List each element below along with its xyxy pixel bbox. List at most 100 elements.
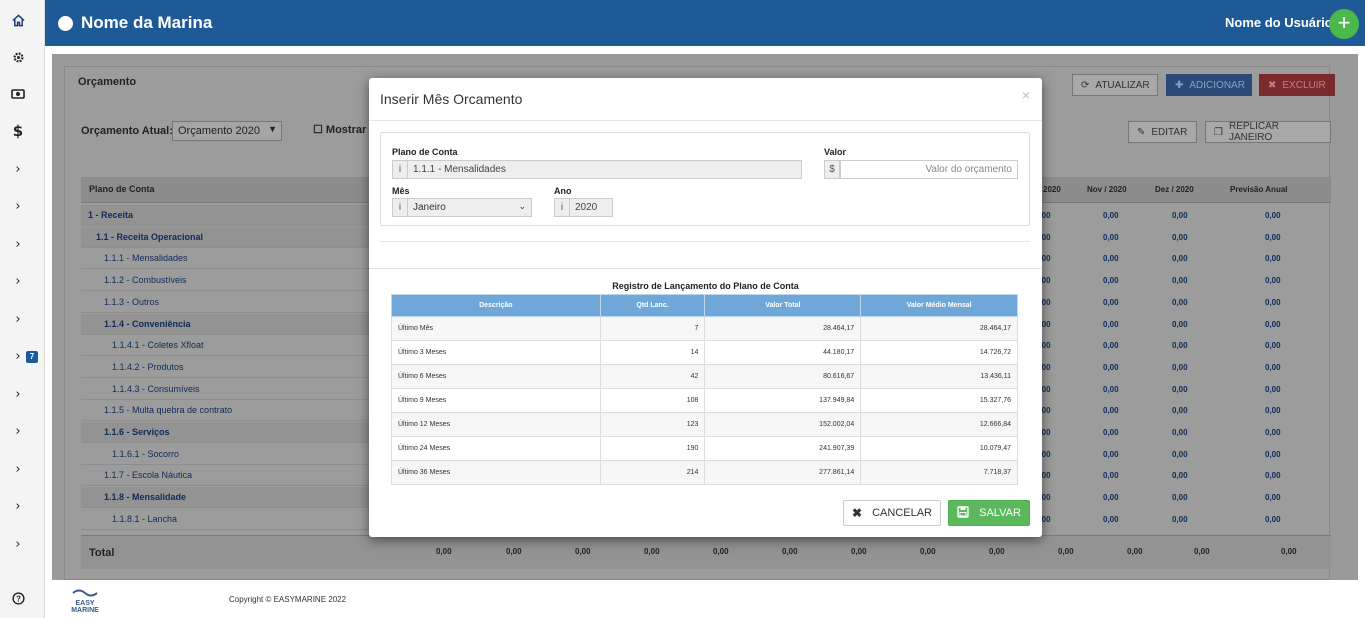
total-label: Total: [89, 547, 115, 559]
chevron-right-icon[interactable]: ›: [15, 311, 21, 327]
cancel-button[interactable]: ✖ CANCELAR: [843, 500, 941, 526]
col-valor-medio: Valor Médio Mensal: [860, 294, 1018, 317]
chevron-right-icon[interactable]: ›: [15, 161, 21, 177]
chevron-right-icon[interactable]: ›: [15, 236, 21, 252]
eye-icon[interactable]: [0, 76, 36, 112]
descricao-cell: Último Mês: [391, 316, 601, 341]
atualizar-button[interactable]: ⟳ ATUALIZAR: [1072, 74, 1158, 96]
table-row[interactable]: 1.1.1 - Mensalidades: [81, 248, 371, 270]
adicionar-button[interactable]: ✚ ADICIONAR: [1166, 74, 1252, 96]
gear-icon[interactable]: [0, 39, 36, 75]
valor-medio-cell: 13.436,11: [860, 364, 1018, 389]
divider: [380, 241, 1030, 242]
orcamento-select[interactable]: Orçamento 2020 ▼: [172, 121, 282, 141]
modal-title: Inserir Mês Orcamento: [380, 91, 523, 107]
chevron-right-icon[interactable]: ›: [15, 498, 21, 514]
dollar-icon[interactable]: $: [12, 122, 24, 140]
table-row[interactable]: Último 36 Meses 214 277.861,14 7.718,37: [391, 460, 1018, 485]
table-row[interactable]: 1.1.4.3 - Consumíveis: [81, 379, 371, 400]
cell-value: 0,00: [1103, 211, 1119, 220]
row-label: 1.1.8 - Mensalidade: [104, 492, 187, 503]
table-row[interactable]: Último 3 Meses 14 44.180,17 14.726,72: [391, 340, 1018, 365]
cell-value: 0,00: [1103, 297, 1119, 307]
total-value: 0,00: [575, 547, 591, 556]
cell-value: 0,00: [1265, 471, 1281, 481]
chevron-right-icon[interactable]: ›: [15, 198, 21, 214]
ano-label: Ano: [554, 186, 572, 196]
cell-value: 0,00: [1035, 514, 1051, 524]
col-month: 2020: [1043, 185, 1061, 194]
cell-value: 0,00: [1103, 341, 1119, 351]
sidebar: $ › › › › › › 7 › › › › › ?: [0, 0, 45, 618]
ano-field[interactable]: 2020: [569, 198, 613, 217]
refresh-icon: ⟳: [1081, 79, 1090, 91]
total-value: 0,00: [782, 547, 798, 556]
qtd-cell: 214: [599, 460, 706, 485]
notification-badge: 7: [26, 351, 38, 363]
total-value: 0,00: [851, 547, 867, 556]
total-value: 0,00: [1281, 547, 1297, 556]
total-value: 0,00: [989, 547, 1005, 556]
cell-value: 0,00: [1103, 384, 1119, 394]
valor-total-cell: 152.002,04: [704, 412, 862, 437]
total-value: 0,00: [436, 547, 452, 556]
valor-medio-cell: 14.726,72: [860, 340, 1018, 365]
quick-add-button[interactable]: +: [1329, 9, 1359, 39]
mostrar-checkbox[interactable]: ☐ Mostrar I: [313, 124, 373, 136]
descricao-cell: Último 9 Meses: [391, 388, 601, 413]
chevron-right-icon[interactable]: ›: [15, 348, 21, 364]
total-value: 0,00: [920, 547, 936, 556]
table-row[interactable]: 1.1.5 - Multa quebra de contrato: [81, 400, 371, 422]
cell-value: 0,00: [1265, 232, 1281, 242]
col-plano-de-conta: Plano de Conta: [89, 184, 155, 194]
save-button[interactable]: SALVAR: [948, 500, 1030, 526]
chevron-right-icon[interactable]: ›: [15, 273, 21, 289]
cell-value: 0,00: [1103, 362, 1119, 372]
table-row[interactable]: Último 12 Meses 123 152.002,04 12.666,84: [391, 412, 1018, 437]
excluir-button[interactable]: ✖ EXCLUIR: [1259, 74, 1335, 96]
table-row[interactable]: 1.1.7 - Escola Náutica: [81, 465, 371, 487]
valor-input[interactable]: Valor do orçamento: [840, 160, 1018, 179]
table-row[interactable]: 1.1.8 - Mensalidade: [81, 487, 371, 509]
cell-value: 0,00: [1172, 341, 1188, 351]
cell-value: 0,00: [1103, 514, 1119, 524]
close-icon[interactable]: ×: [1021, 87, 1030, 103]
table-row[interactable]: 1 - Receita: [81, 205, 371, 226]
table-row[interactable]: Último Mês 7 28.464,17 28.464,17: [391, 316, 1018, 341]
cell-value: 0,00: [1172, 362, 1188, 372]
row-label: 1.1 - Receita Operacional: [96, 231, 204, 242]
chevron-down-icon: ⌄: [518, 201, 526, 211]
col-nov: Nov / 2020: [1087, 185, 1127, 194]
table-row[interactable]: Último 6 Meses 42 80.616,67 13.436,11: [391, 364, 1018, 389]
help-icon[interactable]: ?: [0, 580, 36, 616]
table-row[interactable]: 1.1.2 - Combustíveis: [81, 270, 371, 292]
chevron-right-icon[interactable]: ›: [15, 386, 21, 402]
table-row[interactable]: 1.1 - Receita Operacional: [81, 226, 371, 248]
cell-value: 0,00: [1035, 362, 1051, 372]
editar-button[interactable]: ✎ EDITAR: [1128, 121, 1197, 143]
cell-value: 0,00: [1265, 514, 1281, 524]
chevron-right-icon[interactable]: ›: [15, 461, 21, 477]
total-value: 0,00: [1127, 547, 1143, 556]
table-row[interactable]: 1.1.3 - Outros: [81, 292, 371, 313]
cell-value: 0,00: [1103, 319, 1119, 329]
table-row[interactable]: 1.1.8.1 - Lancha: [81, 509, 371, 530]
mes-select[interactable]: Janeiro ⌄: [407, 198, 532, 217]
table-row[interactable]: 1.1.6.1 - Socorro: [81, 444, 371, 465]
table-row[interactable]: Último 24 Meses 190 241.907,39 10.079,47: [391, 436, 1018, 461]
copyright: Copyright © EASYMARINE 2022: [229, 595, 347, 604]
table-row[interactable]: 1.1.6 - Serviços: [81, 422, 371, 443]
panel-title: Orçamento: [78, 76, 137, 88]
table-row[interactable]: 1.1.4 - Conveniência: [81, 313, 371, 335]
user-name[interactable]: Nome do Usuário: [1225, 15, 1333, 30]
replicar-janeiro-button[interactable]: ❐ REPLICAR JANEIRO: [1205, 121, 1331, 143]
qtd-cell: 7: [599, 316, 706, 341]
table-row[interactable]: 1.1.4.1 - Coletes Xfloat: [81, 335, 371, 357]
table-row[interactable]: 1.1.4.2 - Produtos: [81, 357, 371, 378]
chevron-right-icon[interactable]: ›: [15, 536, 21, 552]
table-row[interactable]: Último 9 Meses 108 137.949,84 15.327,76: [391, 388, 1018, 413]
top-header: Nome da Marina Nome do Usuário +: [45, 0, 1365, 46]
plano-de-conta-field[interactable]: 1.1.1 - Mensalidades: [407, 160, 802, 179]
home-icon[interactable]: [0, 2, 36, 38]
chevron-right-icon[interactable]: ›: [15, 423, 21, 439]
